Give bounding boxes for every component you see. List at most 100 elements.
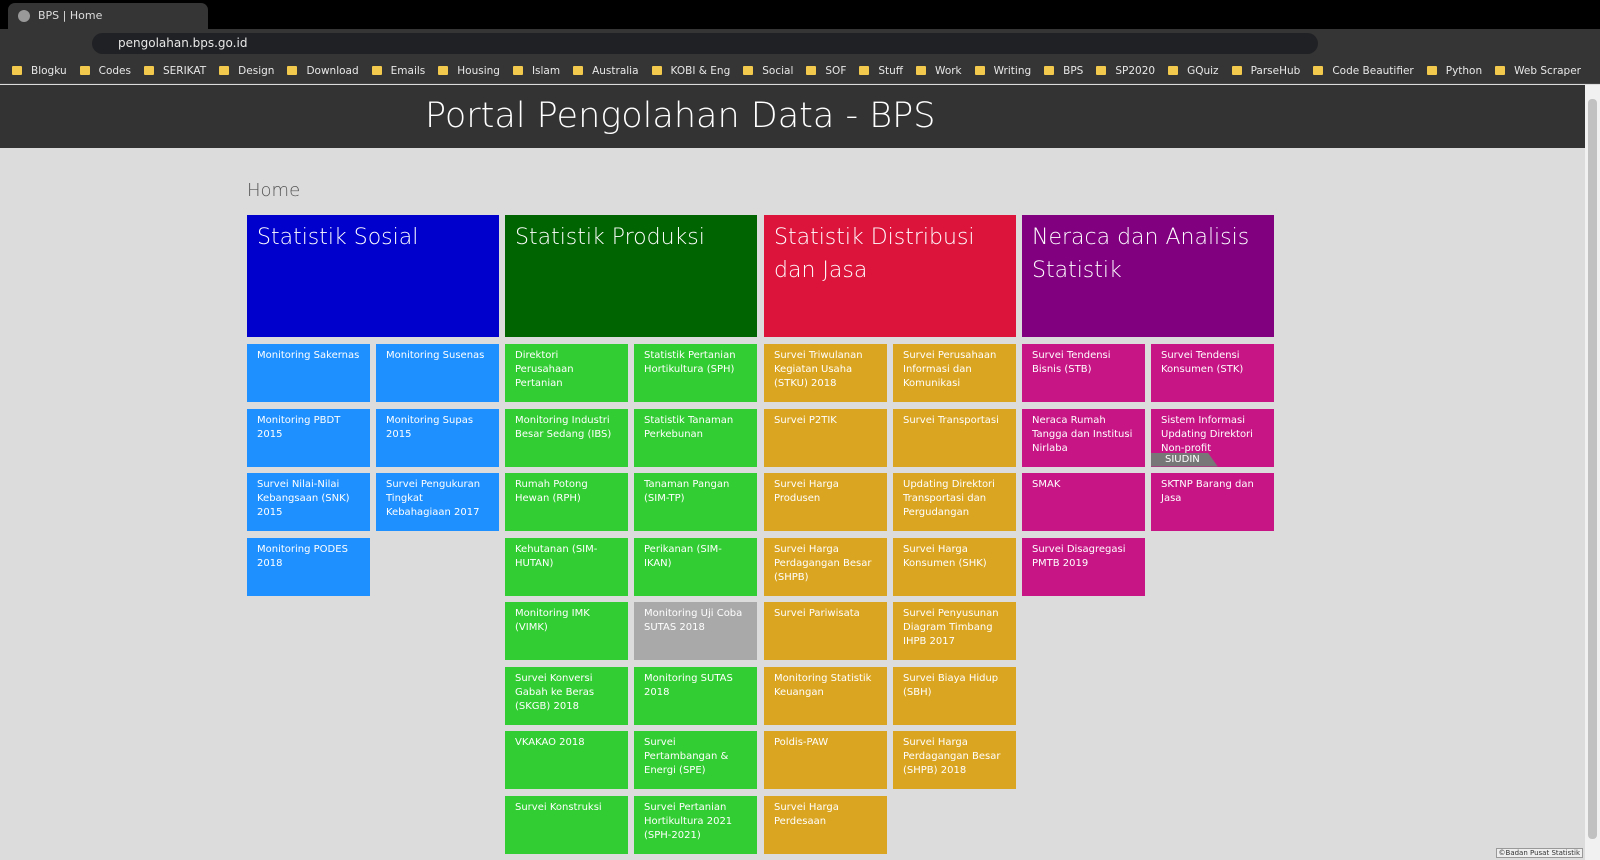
url-field[interactable]: pengolahan.bps.go.id (92, 33, 1318, 54)
tile[interactable]: Survei Triwulanan Kegiatan Usaha (STKU) … (764, 344, 887, 402)
tile-label: SKTNP Barang dan Jasa (1161, 479, 1254, 504)
tile[interactable]: Survei Pengukuran Tingkat Kebahagiaan 20… (376, 473, 499, 531)
tile[interactable]: Rumah Potong Hewan (RPH) (505, 473, 628, 531)
breadcrumb: Home (247, 180, 301, 201)
category-header[interactable]: Statistik Distribusi dan Jasa (764, 215, 1016, 337)
tile[interactable]: Survei Harga Konsumen (SHK) (893, 537, 1016, 596)
tile[interactable]: Statistik Pertanian Hortikultura (SPH) (634, 344, 757, 402)
category-header[interactable]: Statistik Sosial (247, 215, 499, 337)
tile[interactable]: Monitoring Supas 2015 (376, 408, 499, 467)
category-header[interactable]: Neraca dan Analisis Statistik (1022, 215, 1274, 337)
tile[interactable]: Survei Pertambangan & Energi (SPE) (634, 731, 757, 789)
tile-label: Survei Pengukuran Tingkat Kebahagiaan 20… (386, 479, 481, 518)
tile[interactable]: SMAK (1022, 473, 1145, 531)
tile[interactable]: Survei Disagregasi PMTB 2019 (1022, 537, 1145, 596)
tile[interactable]: Survei P2TIK (764, 408, 887, 467)
tile[interactable]: Survei Pariwisata (764, 602, 887, 660)
tile[interactable]: Survei Transportasi (893, 408, 1016, 467)
tile[interactable]: Survei Perusahaan Informasi dan Komunika… (893, 344, 1016, 402)
tile[interactable]: Poldis-PAW (764, 731, 887, 789)
tile[interactable]: Survei Harga Produsen (764, 473, 887, 531)
tab-bar: BPS | Home (0, 0, 1600, 29)
tile-label: Perikanan (SIM-IKAN) (644, 543, 722, 569)
tile[interactable]: Monitoring PODES 2018 (247, 537, 370, 596)
bookmark[interactable]: Codes (80, 65, 131, 77)
tile[interactable]: Monitoring Susenas (376, 344, 499, 402)
tile-label: Survei Disagregasi PMTB 2019 (1032, 543, 1126, 569)
tile[interactable]: Monitoring Industri Besar Sedang (IBS) (505, 408, 628, 467)
bookmark[interactable]: SERIKAT (144, 65, 206, 77)
tile[interactable]: Survei Konstruksi (505, 795, 628, 854)
bookmark[interactable]: Web Scraper (1495, 65, 1581, 77)
tile[interactable]: Neraca Rumah Tangga dan Institusi Nirlab… (1022, 408, 1145, 467)
tile[interactable]: Survei Harga Perdesaan (764, 795, 887, 854)
tile[interactable]: Survei Konversi Gabah ke Beras (SKGB) 20… (505, 666, 628, 725)
tile-label: Monitoring Sakernas (257, 350, 360, 361)
tile[interactable]: Survei Penyusunan Diagram Timbang IHPB 2… (893, 602, 1016, 660)
tile[interactable]: Survei Nilai-Nilai Kebangsaan (SNK) 2015 (247, 473, 370, 531)
tile[interactable]: Survei Biaya Hidup (SBH) (893, 666, 1016, 725)
tile[interactable]: Monitoring IMK (VIMK) (505, 602, 628, 660)
tile-label: Survei Harga Perdesaan (774, 801, 839, 827)
bookmark[interactable]: Housing (438, 65, 500, 77)
tile[interactable]: Kehutanan (SIM-HUTAN) (505, 537, 628, 596)
bookmark[interactable]: Blogku (12, 65, 67, 77)
address-bar: pengolahan.bps.go.id (0, 29, 1600, 58)
tile-label: Survei Perusahaan Informasi dan Komunika… (903, 350, 997, 389)
tile-label: Monitoring PBDT 2015 (257, 414, 341, 440)
tile[interactable]: Tanaman Pangan (SIM-TP) (634, 473, 757, 531)
category-column: Neraca dan Analisis Statistik Survei Tend… (1022, 215, 1274, 596)
tile[interactable]: Direktori Perusahaan Pertanian (505, 344, 628, 402)
tile-label: Survei Tendensi Konsumen (STK) (1161, 350, 1244, 375)
bookmark[interactable]: Python (1427, 65, 1482, 77)
tile[interactable]: Updating Direktori Transportasi dan Perg… (893, 473, 1016, 531)
tile-label: Monitoring Supas 2015 (386, 414, 474, 440)
bookmark[interactable]: Download (287, 65, 358, 77)
bookmark[interactable]: Code Beautifier (1313, 65, 1413, 77)
tile-label: Direktori Perusahaan Pertanian (515, 350, 574, 389)
tile-label: Survei P2TIK (774, 414, 837, 426)
tile[interactable]: VKAKAO 2018 (505, 731, 628, 789)
bookmark[interactable]: Stuff (859, 65, 903, 77)
bookmark[interactable]: SP2020 (1096, 65, 1155, 77)
tile[interactable]: Monitoring PBDT 2015 (247, 408, 370, 467)
tile[interactable]: SKTNP Barang dan Jasa (1151, 473, 1274, 531)
bookmark[interactable]: ParseHub (1232, 65, 1301, 77)
tile-label: Survei Transportasi (903, 414, 999, 426)
bookmark[interactable]: Work (916, 65, 962, 77)
bookmark[interactable]: Australia (573, 65, 638, 77)
tile[interactable]: Survei Tendensi Bisnis (STB) (1022, 344, 1145, 402)
tile-label: Survei Harga Perdagangan Besar (SHPB) (774, 543, 872, 583)
tile[interactable]: Survei Tendensi Konsumen (STK) (1151, 344, 1274, 402)
scroll-thumb[interactable] (1588, 99, 1597, 839)
tile-label: Monitoring PODES 2018 (257, 543, 348, 569)
bookmark[interactable]: Islam (513, 65, 560, 77)
tile[interactable]: Monitoring Uji Coba SUTAS 2018 (634, 602, 757, 660)
bookmark[interactable]: KOBI & Eng (652, 65, 731, 77)
tab[interactable]: BPS | Home (8, 3, 208, 29)
bookmark[interactable]: Writing (975, 65, 1032, 77)
tile[interactable]: Survei Pertanian Hortikultura 2021 (SPH-… (634, 795, 757, 854)
tile-label: Monitoring Susenas (386, 350, 485, 361)
bookmark[interactable]: Emails (372, 65, 426, 77)
tile[interactable]: Sistem Informasi Updating Direktori Non-… (1151, 408, 1274, 467)
tile[interactable]: Statistik Tanaman Perkebunan (634, 408, 757, 467)
tile[interactable]: Monitoring Sakernas (247, 344, 370, 402)
tile[interactable]: Monitoring SUTAS 2018 (634, 666, 757, 725)
tile[interactable]: Survei Harga Perdagangan Besar (SHPB) (764, 537, 887, 596)
tile[interactable]: Survei Harga Perdagangan Besar (SHPB) 20… (893, 731, 1016, 789)
tile-label: Monitoring IMK (VIMK) (515, 608, 590, 633)
tile[interactable]: Perikanan (SIM-IKAN) (634, 537, 757, 596)
bookmark[interactable]: Social (743, 65, 793, 77)
bookmark[interactable]: Design (219, 65, 274, 77)
scrollbar[interactable] (1585, 85, 1600, 860)
bookmark[interactable]: GQuiz (1168, 65, 1219, 77)
tile[interactable]: Monitoring Statistik Keuangan (764, 666, 887, 725)
tile-label: Survei Pertanian Hortikultura 2021 (SPH-… (644, 801, 733, 841)
page-header: Portal Pengolahan Data - BPS (0, 85, 1585, 148)
bookmark[interactable]: SOF (806, 65, 846, 77)
tile-label: Survei Harga Perdagangan Besar (SHPB) 20… (903, 737, 1001, 776)
category-header[interactable]: Statistik Produksi (505, 215, 757, 337)
bookmark[interactable]: BPS (1044, 65, 1083, 77)
